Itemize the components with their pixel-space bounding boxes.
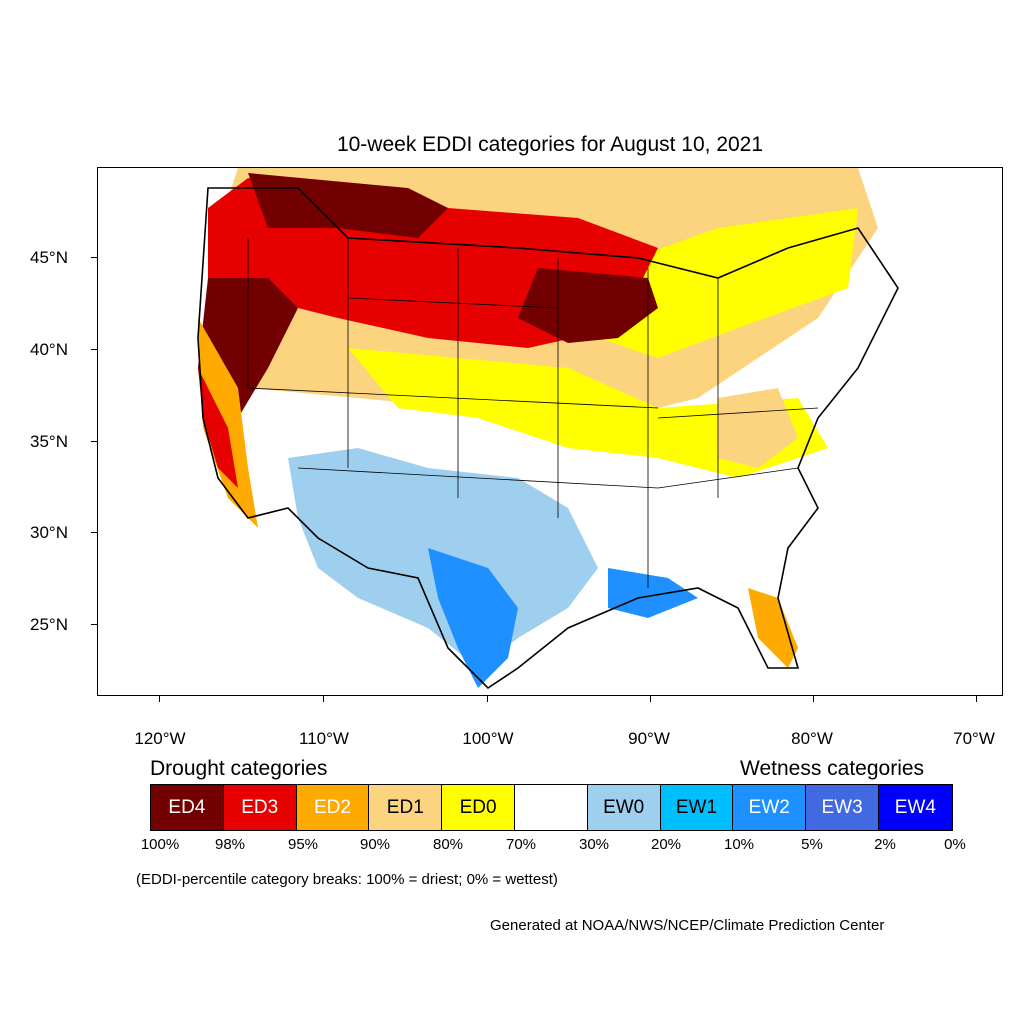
legend-label-ed3: ED3 — [241, 796, 279, 818]
lon-tick — [159, 696, 160, 702]
legend-label-ed2: ED2 — [314, 796, 351, 818]
lon-tick — [323, 696, 324, 702]
legend-swatch-ew0: EW0 — [587, 785, 661, 830]
lat-label-35: 35°N — [30, 432, 68, 451]
pct-break: 30% — [578, 836, 610, 853]
legend-label-ed0: ED0 — [459, 796, 497, 818]
legend-swatch-ed2: ED2 — [296, 785, 370, 830]
legend-swatch-ew1: EW1 — [660, 785, 734, 830]
lon-label-80w: 80°W — [791, 729, 833, 748]
lat-tick — [91, 532, 97, 533]
lat-label-45: 45°N — [30, 248, 68, 267]
lon-tick — [487, 696, 488, 702]
region-florida-ed2 — [748, 588, 798, 668]
region-central-ed0 — [348, 348, 828, 478]
lat-label-25: 25°N — [30, 615, 68, 634]
pct-break: 90% — [359, 836, 391, 853]
pct-break: 0% — [944, 836, 966, 853]
legend-swatch-ew2: EW2 — [733, 785, 807, 830]
legend-label-ew4: EW4 — [894, 796, 936, 818]
legend-label-ew2: EW2 — [748, 796, 790, 818]
legend-swatch-ew3: EW3 — [806, 785, 879, 830]
lon-label-70w: 70°W — [953, 729, 995, 748]
legend-label-ed1: ED1 — [386, 796, 424, 818]
legend-swatch-ed0: ED0 — [442, 785, 515, 830]
credit-line: Generated at NOAA/NWS/NCEP/Climate Predi… — [490, 917, 885, 934]
legend-swatch-ed3: ED3 — [223, 785, 297, 830]
region-west-coast-ed3 — [198, 368, 238, 488]
pct-break: 10% — [723, 836, 755, 853]
lat-tick — [91, 349, 97, 350]
map-title: 10-week EDDI categories for August 10, 2… — [336, 133, 764, 156]
eddi-map — [98, 168, 1002, 695]
legend-label-ed4: ED4 — [168, 796, 206, 818]
category-color-bar: ED4 ED3 ED2 ED1 ED0 EW0 EW1 EW2 EW3 EW4 — [150, 784, 953, 831]
region-west-coast-ed2 — [198, 318, 258, 528]
region-southeast-ed2 — [718, 388, 798, 468]
legend-swatch-ew4: EW4 — [878, 785, 952, 830]
lon-tick — [650, 696, 651, 702]
region-northplains-ed4 — [518, 268, 658, 343]
lat-label-30: 30°N — [30, 523, 68, 542]
pct-break: 5% — [801, 836, 823, 853]
region-texas-ew1 — [428, 548, 518, 688]
legend-label-ew0: EW0 — [603, 796, 645, 818]
lat-tick — [91, 441, 97, 442]
state-lines — [247, 238, 819, 588]
legend-swatch-ed4: ED4 — [151, 785, 224, 830]
wetness-categories-heading: Wetness categories — [740, 757, 925, 780]
pct-break: 2% — [874, 836, 896, 853]
pct-break: 70% — [505, 836, 537, 853]
legend-label-ew1: EW1 — [675, 796, 718, 818]
lon-tick — [976, 696, 977, 702]
lon-label-100w: 100°W — [462, 729, 514, 748]
pct-break: 100% — [140, 836, 180, 853]
region-north-ed4 — [248, 173, 448, 238]
map-panel — [97, 167, 1003, 696]
lon-tick — [813, 696, 814, 702]
pct-break: 20% — [650, 836, 682, 853]
region-gulf-ew1 — [608, 568, 698, 618]
category-breaks-note: (EDDI-percentile category breaks: 100% =… — [136, 871, 558, 888]
drought-categories-heading: Drought categories — [150, 757, 328, 780]
pct-break: 80% — [432, 836, 464, 853]
legend-swatch-ed1: ED1 — [369, 785, 443, 830]
lat-label-40: 40°N — [30, 340, 68, 359]
pct-break: 98% — [214, 836, 246, 853]
legend-label-ew3: EW3 — [821, 796, 863, 818]
lon-label-120w: 120°W — [134, 729, 186, 748]
lon-label-90w: 90°W — [628, 729, 670, 748]
us-outline — [197, 187, 899, 690]
legend-swatch-neutral — [514, 785, 588, 830]
lon-label-110w: 110°W — [299, 729, 349, 748]
lat-tick — [91, 624, 97, 625]
lat-tick — [91, 257, 97, 258]
pct-break: 95% — [287, 836, 319, 853]
